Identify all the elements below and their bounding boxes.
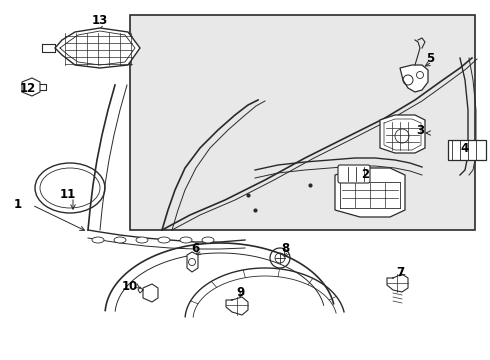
Text: 8: 8 xyxy=(281,242,289,255)
Polygon shape xyxy=(187,252,198,272)
FancyBboxPatch shape xyxy=(130,15,475,230)
Polygon shape xyxy=(143,284,158,302)
Text: 11: 11 xyxy=(60,189,76,202)
Text: 3: 3 xyxy=(416,123,424,136)
Polygon shape xyxy=(380,115,425,153)
Text: 4: 4 xyxy=(461,141,469,154)
Ellipse shape xyxy=(136,237,148,243)
Text: 10: 10 xyxy=(122,279,138,292)
Text: 6: 6 xyxy=(191,242,199,255)
Text: 1: 1 xyxy=(14,198,22,211)
Ellipse shape xyxy=(114,237,126,243)
FancyBboxPatch shape xyxy=(338,165,370,183)
Text: 12: 12 xyxy=(20,81,36,94)
Text: 5: 5 xyxy=(426,51,434,64)
Text: 2: 2 xyxy=(361,168,369,181)
Ellipse shape xyxy=(92,237,104,243)
Polygon shape xyxy=(400,65,428,92)
Polygon shape xyxy=(335,168,405,217)
Text: 13: 13 xyxy=(92,13,108,27)
Text: 9: 9 xyxy=(236,285,244,298)
Polygon shape xyxy=(22,78,40,96)
FancyBboxPatch shape xyxy=(448,140,486,160)
Polygon shape xyxy=(55,28,140,68)
Ellipse shape xyxy=(180,237,192,243)
Text: 7: 7 xyxy=(396,266,404,279)
Ellipse shape xyxy=(158,237,170,243)
Ellipse shape xyxy=(202,237,214,243)
